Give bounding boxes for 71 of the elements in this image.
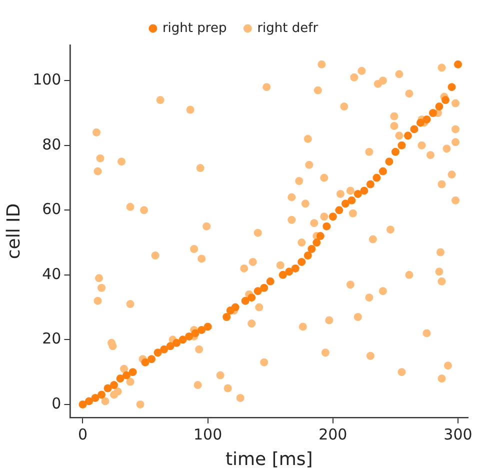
point: [241, 296, 250, 305]
point: [366, 180, 374, 188]
point: [260, 284, 268, 292]
point: [372, 174, 381, 182]
y-tick-label: 40: [42, 264, 62, 283]
point: [104, 384, 112, 392]
legend-label: right prep: [162, 20, 227, 36]
point: [222, 313, 231, 322]
point: [422, 115, 431, 124]
point: [312, 238, 321, 247]
point: [298, 258, 306, 266]
point: [454, 60, 462, 68]
point: [248, 294, 256, 302]
point: [166, 342, 174, 350]
point: [266, 277, 274, 286]
point: [278, 270, 287, 279]
point: [328, 212, 337, 221]
point: [185, 332, 194, 340]
x-tick-label: 300: [444, 425, 472, 444]
point: [116, 374, 124, 383]
point: [391, 148, 400, 156]
point: [128, 368, 137, 376]
point: [160, 345, 168, 354]
point: [308, 245, 316, 254]
point: [148, 355, 156, 364]
point: [254, 287, 262, 296]
point: [172, 338, 181, 347]
y-axis-title: cell ID: [3, 203, 24, 260]
point: [198, 326, 206, 334]
point: [410, 125, 418, 134]
y-tick-label: 20: [42, 330, 62, 348]
point: [78, 400, 87, 408]
point: [441, 96, 450, 104]
point: [122, 371, 131, 380]
x-tick-label: 0: [78, 425, 88, 444]
point: [91, 394, 100, 402]
point: [404, 132, 412, 140]
point: [204, 322, 212, 331]
point: [98, 390, 106, 399]
point: [428, 109, 437, 118]
legend-label: right defr: [257, 20, 319, 36]
y-tick-label: 0: [52, 394, 62, 412]
point: [378, 167, 387, 176]
x-tick-label: 200: [318, 425, 348, 444]
point: [316, 232, 324, 240]
point: [416, 118, 424, 127]
point: [178, 336, 187, 344]
point: [448, 83, 456, 92]
x-tick-label: 100: [194, 425, 222, 444]
point: [341, 200, 350, 208]
point: [231, 303, 240, 312]
y-tick-label: 100: [32, 70, 62, 89]
point: [154, 348, 162, 357]
point: [304, 251, 312, 260]
y-tick-label: 80: [42, 135, 62, 154]
x-axis-title: time [ms]: [225, 448, 313, 470]
point: [335, 206, 344, 214]
point: [191, 329, 200, 338]
point: [348, 196, 356, 204]
point: [435, 102, 444, 111]
point: [322, 222, 331, 230]
point: [285, 268, 294, 276]
point: [360, 186, 368, 195]
point: [354, 190, 362, 198]
point: [398, 141, 406, 150]
point: [385, 158, 394, 166]
point: [84, 397, 93, 406]
y-tick-label: 60: [42, 200, 62, 218]
point: [291, 264, 300, 272]
point: [110, 381, 118, 390]
point: [141, 358, 150, 366]
